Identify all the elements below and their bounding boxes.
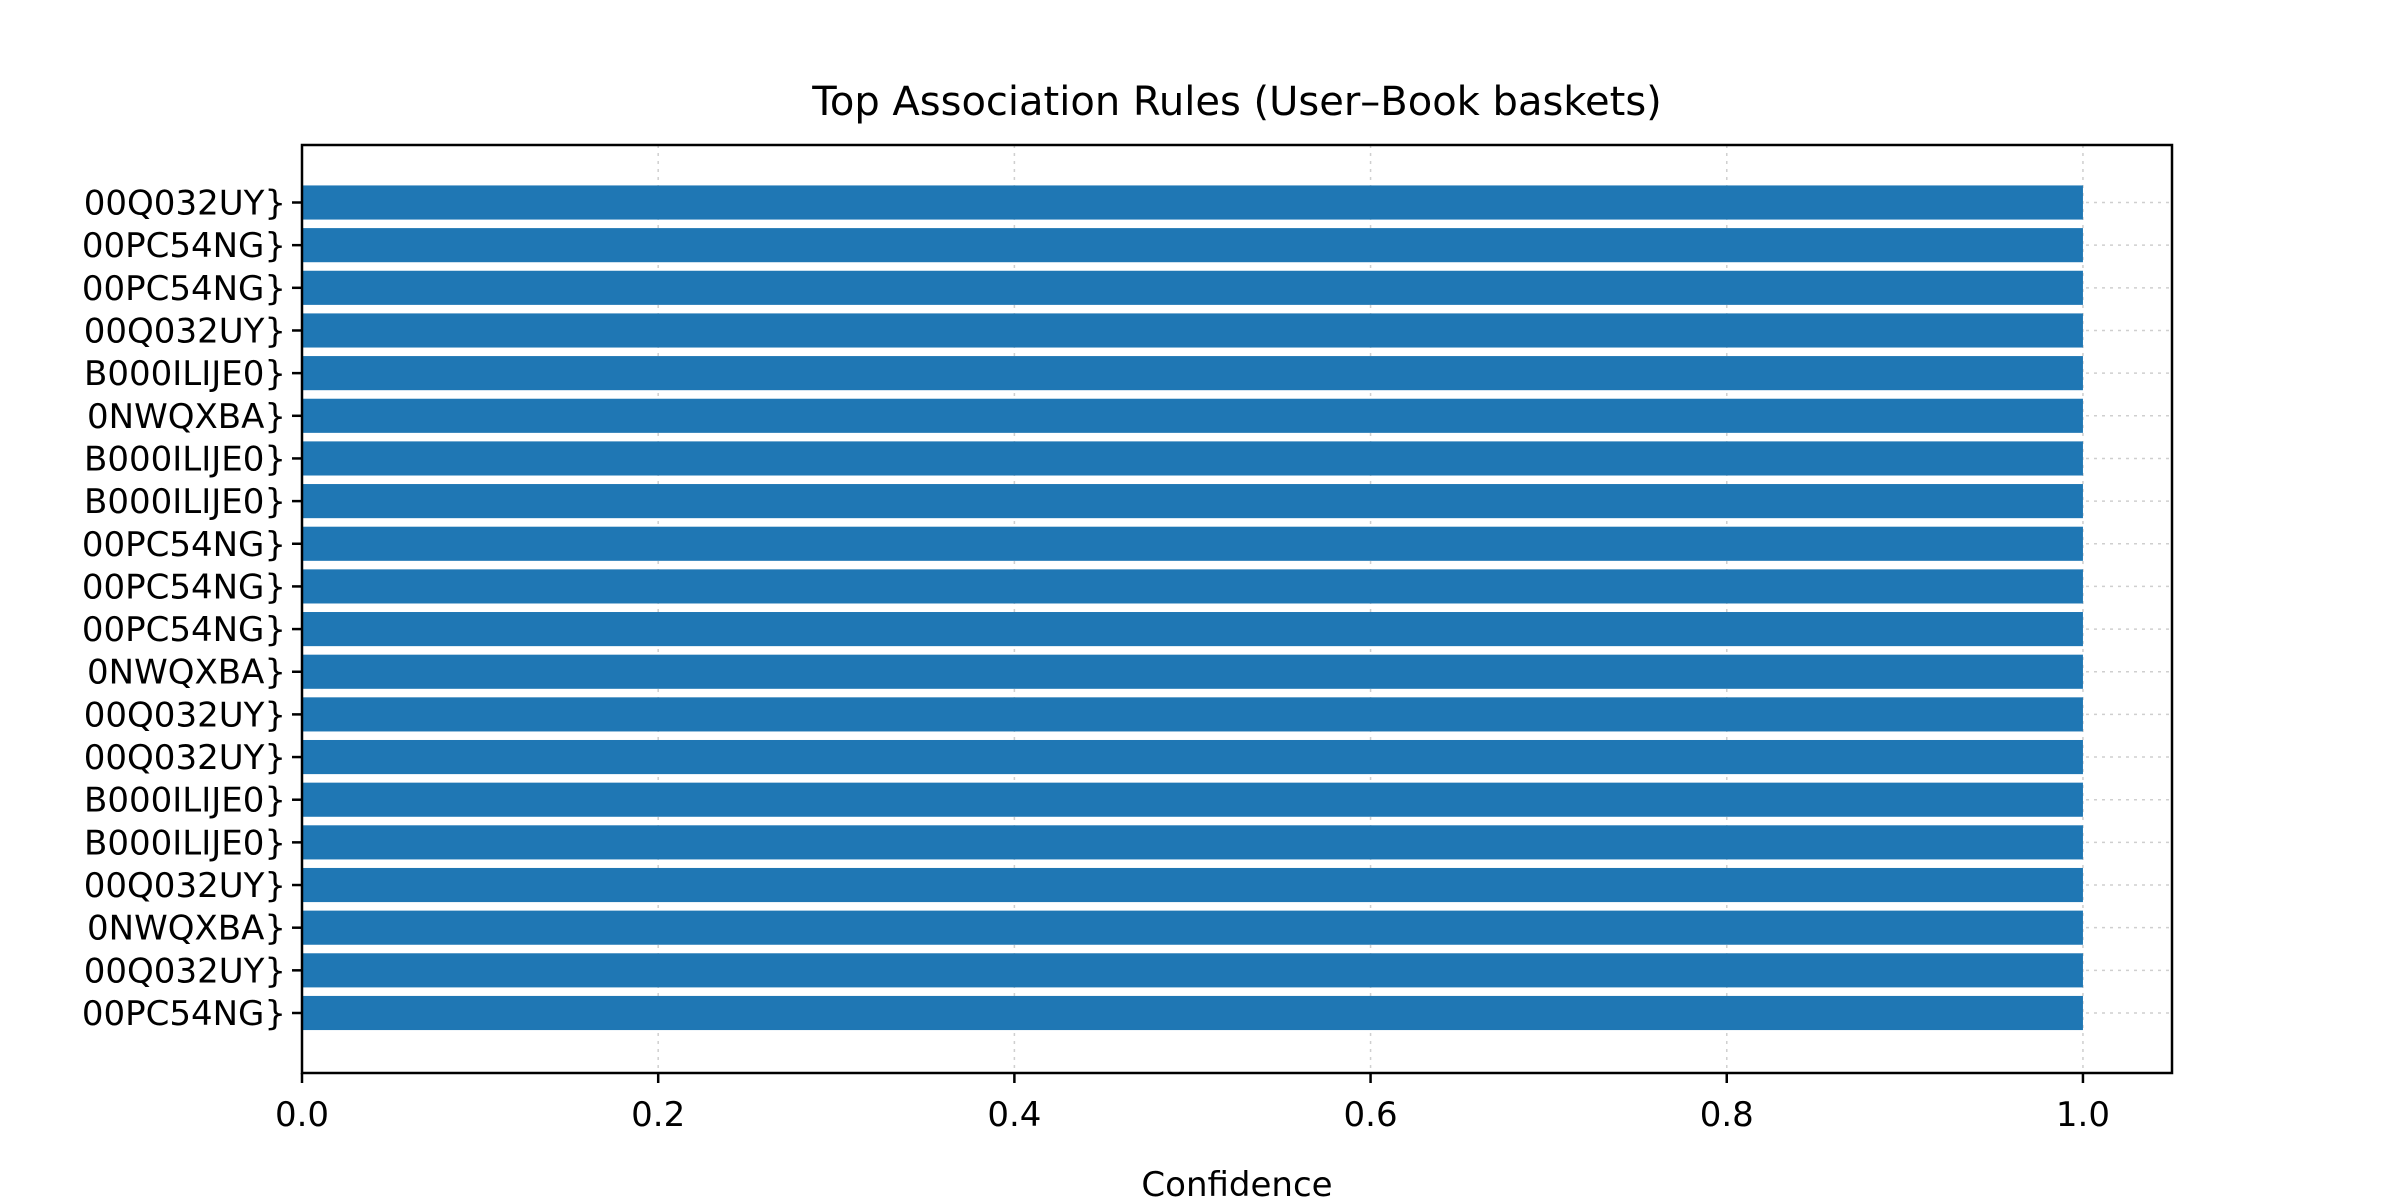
bar <box>302 185 2083 220</box>
y-tick-label: B000ILIJE0} <box>84 354 286 394</box>
x-tick-label: 0.4 <box>987 1095 1041 1135</box>
y-tick-label: 00Q032UY} <box>84 738 286 778</box>
y-tick-label: 00Q032UY} <box>84 866 286 906</box>
x-tick-label: 0.6 <box>1344 1095 1398 1135</box>
bar <box>302 654 2083 689</box>
y-tick-label: 00PC54NG} <box>82 567 286 607</box>
y-tick-label: 0NWQXBA} <box>87 909 286 949</box>
bar <box>302 313 2083 348</box>
bar <box>302 739 2083 775</box>
y-tick-label: B000ILIJE0} <box>84 781 286 821</box>
bar <box>302 612 2083 647</box>
bar <box>302 270 2083 305</box>
x-tick-label: 0.8 <box>1700 1095 1754 1135</box>
x-tick-label: 0.0 <box>275 1095 329 1135</box>
y-tick-label: B000ILIJE0} <box>84 439 286 479</box>
y-tick-label: 0NWQXBA} <box>87 397 286 437</box>
bar <box>302 995 2083 1031</box>
bar <box>302 356 2083 391</box>
x-axis-label: Confidence <box>1141 1165 1332 1200</box>
bar <box>302 782 2083 817</box>
bar <box>302 441 2083 476</box>
y-tick-label: 00PC54NG} <box>82 525 286 565</box>
y-tick-label: B000ILIJE0} <box>84 482 286 522</box>
bar <box>302 953 2083 988</box>
y-axis-ticks: 00Q032UY}00PC54NG}00PC54NG}00Q032UY}B000… <box>82 184 302 1034</box>
bar <box>302 569 2083 604</box>
x-tick-label: 0.2 <box>631 1095 685 1135</box>
bar <box>302 526 2083 561</box>
bars <box>302 185 2083 1031</box>
bar <box>302 910 2083 945</box>
bar <box>302 867 2083 903</box>
chart-title: Top Association Rules (User–Book baskets… <box>811 79 1662 125</box>
bar <box>302 228 2083 263</box>
y-tick-label: B000ILIJE0} <box>84 823 286 863</box>
x-axis-ticks: 0.0 0.2 0.4 0.6 0.8 1.0 <box>275 1073 2110 1135</box>
bar <box>302 697 2083 732</box>
x-tick-label: 1.0 <box>2056 1095 2110 1135</box>
y-tick-label: 00PC54NG} <box>82 269 286 309</box>
y-tick-label: 00Q032UY} <box>84 951 286 991</box>
y-tick-label: 00Q032UY} <box>84 695 286 735</box>
y-tick-label: 0NWQXBA} <box>87 653 286 693</box>
y-tick-label: 00PC54NG} <box>82 226 286 266</box>
bar <box>302 398 2083 433</box>
bar <box>302 484 2083 519</box>
y-tick-label: 00Q032UY} <box>84 311 286 351</box>
y-tick-label: 00Q032UY} <box>84 184 286 224</box>
bar <box>302 825 2083 860</box>
y-tick-label: 00PC54NG} <box>82 610 286 650</box>
plot-frame <box>300 143 2174 1075</box>
y-tick-label: 00PC54NG} <box>82 994 286 1034</box>
